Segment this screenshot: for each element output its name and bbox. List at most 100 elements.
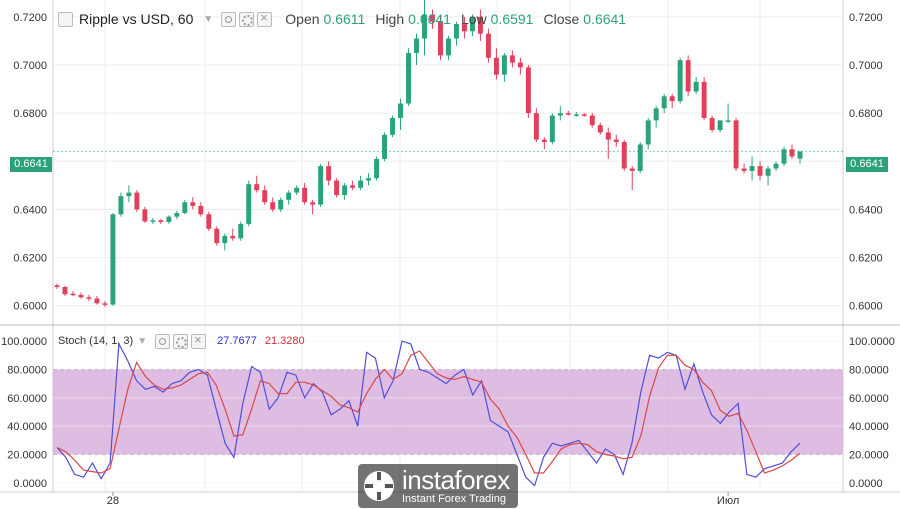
candle-body — [54, 285, 60, 287]
candle-body — [158, 220, 164, 222]
candle-body — [757, 166, 763, 176]
candle-body — [246, 184, 252, 224]
candle-body — [525, 67, 531, 114]
candle-body — [86, 297, 92, 299]
close-icon[interactable] — [257, 10, 273, 27]
candle-body — [302, 187, 308, 203]
eye-icon[interactable] — [155, 333, 171, 349]
candle-body — [733, 120, 739, 169]
candle-body — [445, 38, 451, 56]
price-tick-label-right: 0.6200 — [849, 253, 883, 265]
eye-icon[interactable] — [221, 11, 237, 27]
settings-icon[interactable] — [239, 11, 255, 27]
stoch-legend: Stoch (14, 1, 3) ▼ 27.7677 21.3280 — [58, 332, 305, 349]
candle-body — [629, 168, 635, 171]
candle-body — [182, 202, 188, 214]
candle-body — [142, 209, 148, 222]
candle-body — [286, 192, 292, 200]
candle-body — [797, 151, 803, 159]
candle-body — [517, 62, 523, 68]
candle-body — [469, 16, 475, 32]
price-tick-label-right: 0.6000 — [849, 301, 883, 313]
stoch-d-line — [56, 350, 801, 474]
candle-body — [310, 202, 316, 205]
candle-body — [222, 235, 228, 244]
open-value: 0.6611 — [323, 11, 366, 27]
candle-body — [366, 178, 372, 181]
settings-icon[interactable] — [173, 333, 189, 349]
candle-body — [589, 115, 595, 126]
chevron-down-icon[interactable]: ▼ — [137, 335, 148, 347]
close-icon[interactable] — [191, 332, 207, 349]
stoch-tick-label-left: 100.0000 — [1, 336, 47, 348]
collapse-icon[interactable] — [58, 11, 73, 27]
candle-body — [741, 168, 747, 171]
candle-body — [342, 185, 348, 195]
high-label: High — [375, 11, 405, 27]
instaforex-watermark: instaforex Instant Forex Trading — [358, 464, 518, 508]
candle-body — [605, 132, 611, 140]
candle-body — [669, 96, 675, 102]
candle-body — [541, 139, 547, 143]
price-tick-label-right: 0.6800 — [849, 108, 883, 120]
candle-body — [501, 55, 507, 75]
low-value: 0.6591 — [490, 11, 534, 27]
candle-body — [533, 113, 539, 140]
price-tick-label-right: 0.7000 — [849, 60, 883, 72]
candle-body — [693, 81, 699, 92]
stoch-band — [53, 369, 843, 455]
candle-body — [597, 125, 603, 133]
high-value: 0.6641 — [408, 11, 451, 27]
candle-body — [174, 213, 180, 217]
candle-body — [270, 202, 276, 210]
candle-body — [110, 214, 116, 305]
price-tick-label-left: 0.7200 — [13, 12, 47, 24]
candle-body — [198, 205, 204, 215]
stoch-title[interactable]: Stoch (14, 1, 3) — [58, 335, 134, 347]
price-tick-label-left: 0.6000 — [13, 301, 47, 313]
candle-body — [102, 303, 108, 305]
candle-body — [773, 163, 779, 169]
candle-body — [262, 190, 268, 203]
candle-body — [477, 16, 483, 34]
stoch-k-value: 27.7677 — [217, 335, 257, 347]
candle-body — [134, 192, 140, 210]
candle-body — [509, 55, 515, 63]
chevron-down-icon[interactable]: ▼ — [203, 13, 214, 25]
candle-body — [254, 184, 260, 191]
candle-body — [725, 120, 731, 122]
candle-body — [438, 21, 443, 56]
candle-body — [621, 142, 627, 169]
close-value: 0.6641 — [583, 11, 627, 27]
candle-body — [118, 196, 124, 215]
candle-body — [94, 298, 100, 304]
candle-body — [414, 38, 419, 53]
candle-body — [326, 166, 332, 181]
candle-body — [358, 180, 364, 188]
candle-body — [637, 144, 643, 171]
stoch-tick-label-right: 100.0000 — [849, 336, 895, 348]
candle-body — [190, 202, 196, 206]
stoch-tick-label-left: 0.0000 — [13, 478, 47, 490]
price-tick-label-left: 0.7000 — [13, 60, 47, 72]
candle-body — [214, 228, 220, 244]
stoch-tick-label-right: 40.0000 — [849, 421, 889, 433]
close-label: Close — [543, 11, 580, 27]
candle-body — [453, 24, 459, 39]
watermark-name: instaforex — [402, 465, 510, 495]
watermark-tagline: Instant Forex Trading — [402, 493, 506, 505]
stoch-tick-label-left: 40.0000 — [7, 421, 47, 433]
candle-body — [677, 60, 683, 102]
candle-body — [749, 166, 755, 171]
candle-body — [765, 168, 771, 176]
candle-body — [166, 216, 172, 222]
candle-body — [422, 14, 427, 39]
symbol-title[interactable]: Ripple vs USD, 60 — [79, 11, 194, 27]
candle-body — [206, 214, 212, 229]
candle-body — [645, 120, 651, 145]
price-tick-label-right: 0.6400 — [849, 204, 883, 216]
stoch-tick-label-left: 60.0000 — [7, 393, 47, 405]
candle-body — [717, 120, 723, 130]
price-badge-right: 0.6641 — [846, 157, 888, 172]
